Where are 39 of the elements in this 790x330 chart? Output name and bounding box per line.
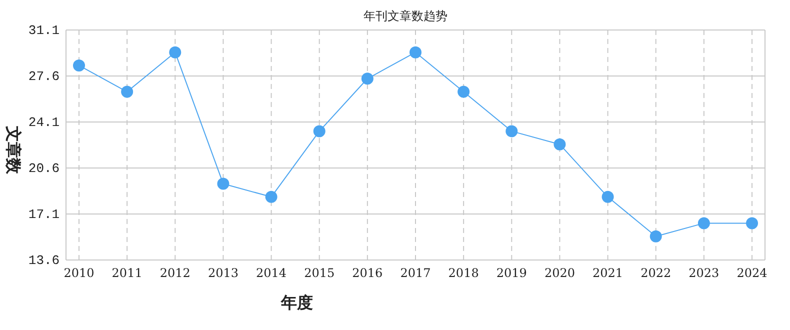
y-tick-label: 20.6: [28, 161, 60, 176]
y-tick-label: 31.1: [28, 23, 60, 38]
point: [169, 46, 182, 58]
x-tick-label: 2016: [352, 266, 383, 280]
point: [746, 217, 758, 230]
point: [265, 190, 278, 203]
x-tick-label: 2021: [592, 266, 624, 280]
point: [650, 230, 662, 242]
x-tick-label: 2014: [256, 266, 287, 280]
point: [458, 86, 470, 98]
x-tick-label: 2017: [400, 266, 431, 280]
x-tick-label: 2010: [64, 266, 94, 280]
point: [410, 46, 422, 58]
point: [217, 178, 230, 190]
x-tick-label: 2024: [736, 266, 768, 280]
point: [313, 125, 326, 138]
x-axis-title: 年度: [280, 293, 313, 312]
point: [506, 125, 518, 138]
point: [554, 138, 566, 150]
x-tick-label: 2020: [544, 266, 575, 280]
point: [361, 72, 374, 85]
x-tick-label: 2023: [688, 266, 720, 280]
point: [602, 190, 614, 203]
y-tick-label: 17.1: [28, 207, 60, 222]
x-tick-label: 2012: [160, 266, 190, 280]
y-tick-label: 27.6: [28, 69, 60, 84]
x-tick-label: 2015: [304, 266, 335, 280]
x-tick-label: 2019: [496, 266, 527, 280]
point: [73, 59, 85, 72]
chart-title: 年刊文章数趋势: [364, 9, 448, 23]
x-tick-label: 2018: [448, 266, 479, 280]
y-tick-label: 24.1: [28, 115, 60, 130]
point: [698, 217, 710, 230]
x-tick-label: 2013: [208, 266, 238, 280]
x-tick-label: 2022: [640, 266, 672, 280]
y-axis-title: 文章数: [4, 125, 23, 175]
x-tick-label: 2011: [112, 266, 142, 280]
y-tick-label: 13.6: [28, 253, 60, 268]
point: [121, 86, 134, 98]
